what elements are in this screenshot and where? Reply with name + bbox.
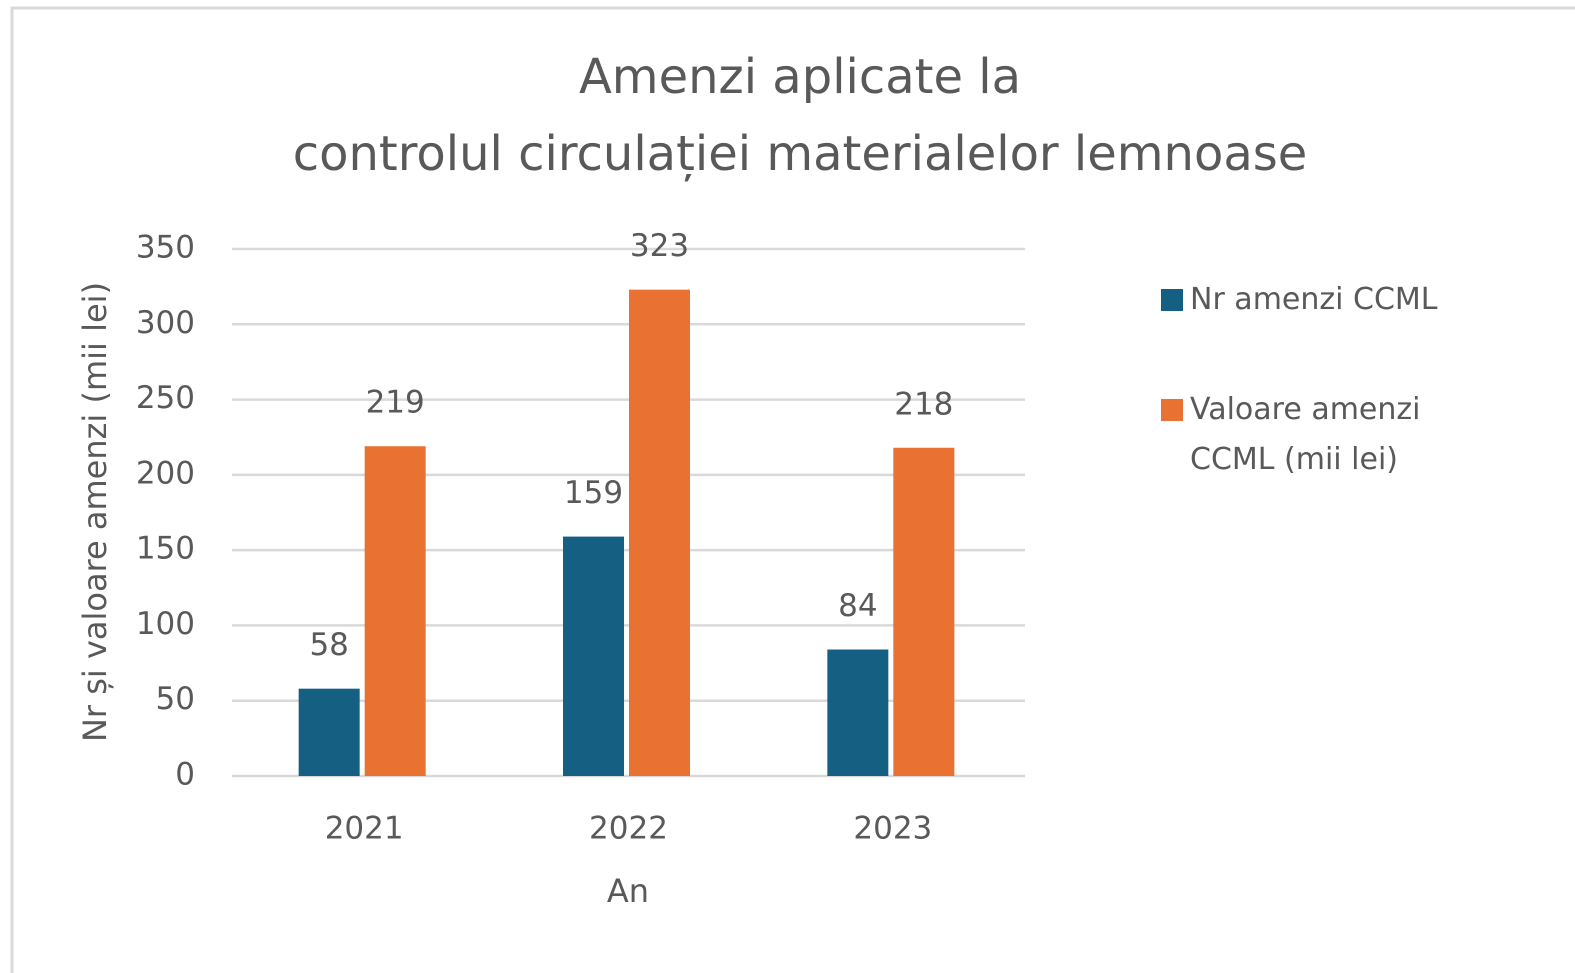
bar	[629, 289, 690, 776]
x-tick-label: 2023	[853, 811, 932, 847]
legend-line: CCML (mii lei)	[1190, 442, 1398, 477]
x-axis-title: An	[607, 872, 649, 910]
bar	[563, 536, 624, 776]
y-tick-label: 50	[156, 681, 195, 717]
y-axis-title: Nr și valoare amenzi (mii lei)	[76, 282, 114, 742]
bar	[827, 649, 889, 776]
legend-line: Valoare amenzi	[1190, 392, 1420, 427]
x-tick-label: 2021	[325, 811, 404, 847]
chart-border	[10, 6, 1575, 973]
bar	[364, 446, 426, 776]
bar	[298, 688, 360, 776]
chart-title: Amenzi aplicate la	[579, 49, 1021, 105]
legend-swatch	[1161, 399, 1183, 421]
data-label: 219	[366, 385, 425, 421]
x-tick-label: 2022	[589, 811, 668, 847]
y-tick-label: 200	[136, 455, 195, 491]
y-tick-label: 250	[136, 380, 195, 416]
chart-title: controlul circulației materialelor lemno…	[293, 126, 1308, 182]
legend-label: Nr amenzi CCML	[1190, 282, 1438, 317]
y-tick-label: 350	[136, 230, 195, 266]
legend-swatch	[1161, 289, 1183, 311]
y-tick-label: 300	[136, 305, 195, 341]
data-label: 323	[630, 228, 689, 264]
legend-line: Nr amenzi CCML	[1190, 282, 1438, 317]
y-tick-label: 100	[136, 606, 195, 642]
y-tick-label: 150	[136, 531, 195, 567]
data-label: 58	[309, 627, 348, 663]
data-label: 84	[838, 588, 877, 624]
legend-label: Valoare amenzi CCML (mii lei)	[1190, 392, 1420, 477]
y-tick-label: 0	[175, 757, 195, 793]
data-label: 159	[564, 475, 623, 511]
data-label: 218	[894, 386, 953, 422]
bar	[893, 447, 955, 776]
